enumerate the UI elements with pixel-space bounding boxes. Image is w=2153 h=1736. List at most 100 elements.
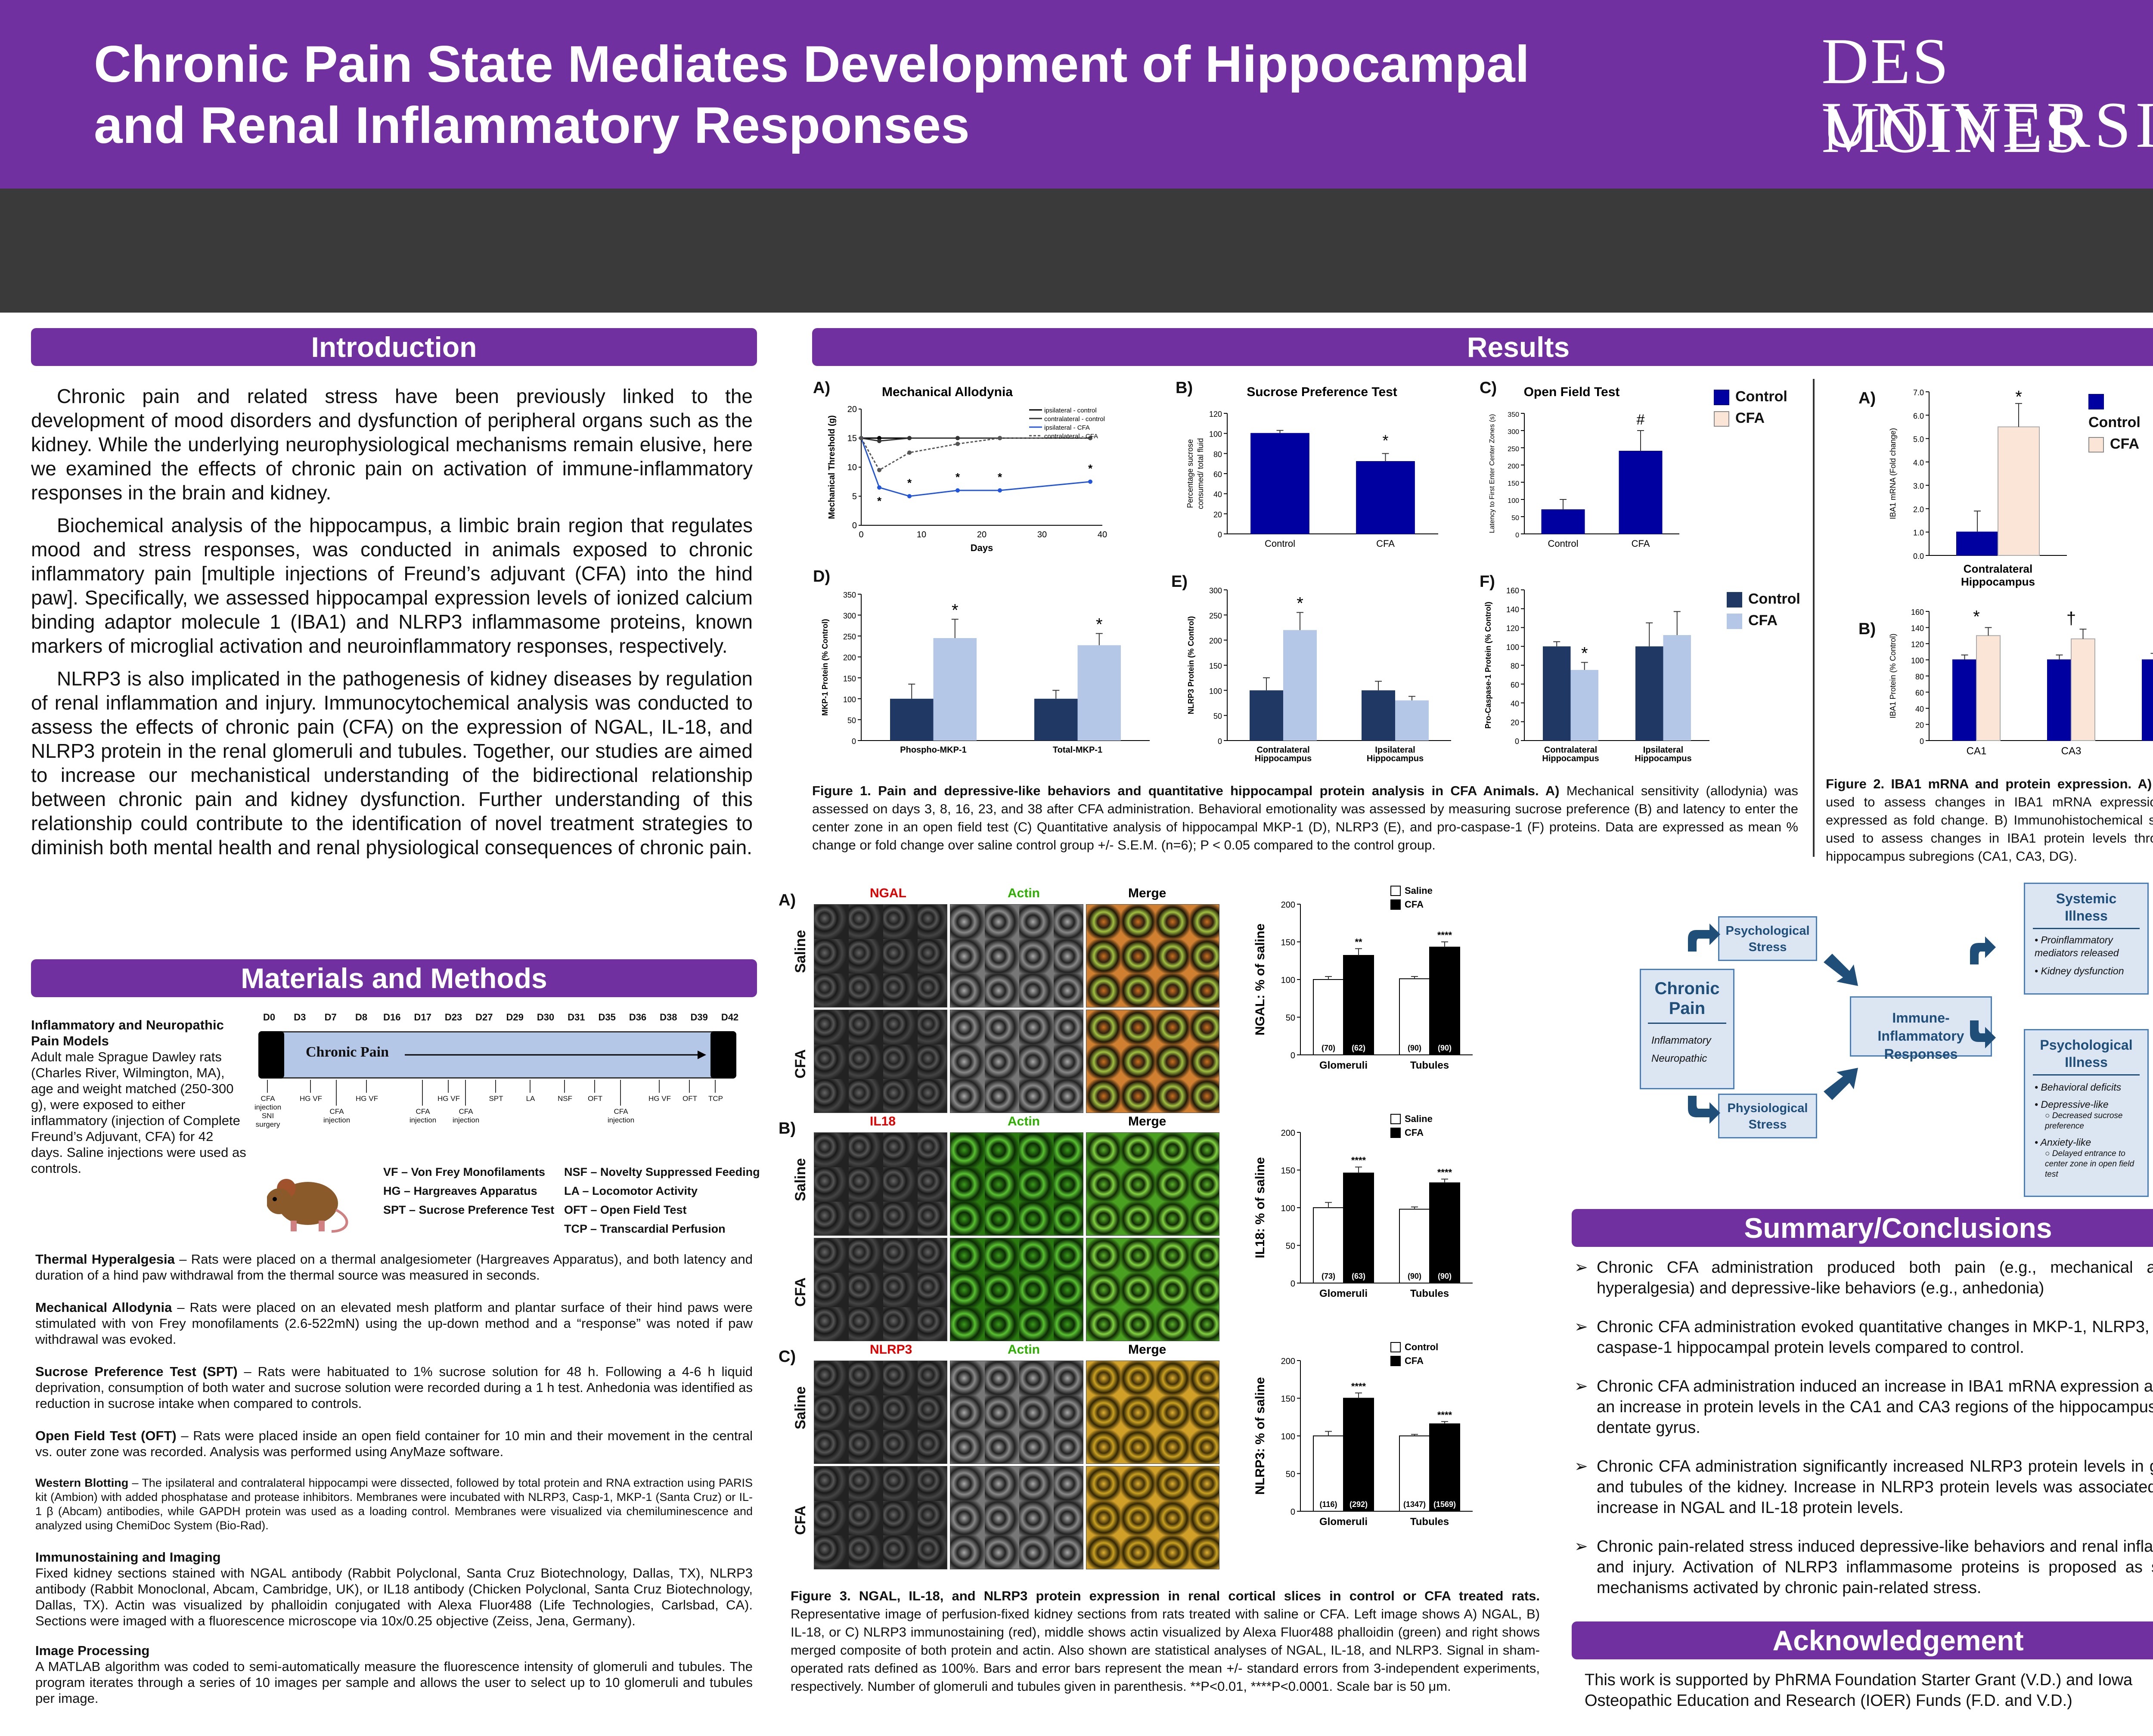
- significance-star: *: [1096, 615, 1103, 634]
- y-tick-label: 0: [1218, 530, 1222, 539]
- acknowledgement-text: This work is supported by PhRMA Foundati…: [1585, 1671, 2133, 1710]
- micrograph-image: [814, 1238, 947, 1341]
- timeline-day: D27: [475, 1012, 493, 1023]
- bar: [1543, 646, 1571, 741]
- y-tick-label: 100: [1209, 687, 1222, 695]
- y-tick-label: 2.0: [1913, 505, 1924, 514]
- y-tick-label: 250: [1209, 611, 1222, 620]
- systemic-item: • Proinflammatory mediators released: [2035, 934, 2119, 958]
- bar: [1343, 955, 1374, 1055]
- caption-bold: Figure 3. NGAL, IL-18, and NLRP3 protein…: [791, 1588, 1540, 1603]
- x-tick-label: 10: [917, 530, 926, 539]
- method-text: Fixed kidney sections stained with NGAL …: [35, 1566, 753, 1628]
- y-tick-label: 0: [1291, 1279, 1295, 1289]
- y-tick-label: 40: [1213, 490, 1222, 499]
- bar: [1034, 698, 1078, 741]
- timeline-tick: [267, 1080, 268, 1093]
- caption-text: Mechanical sensitivity (allodynia) was a…: [812, 783, 1798, 852]
- y-axis-label: MKP-1 Protein (% Control): [821, 619, 829, 716]
- y-tick-label: 50: [1286, 1470, 1295, 1479]
- timeline-day: D17: [414, 1012, 431, 1023]
- timeline-tick: [659, 1080, 660, 1093]
- bar: [1399, 978, 1430, 1055]
- timeline-day: D7: [324, 1012, 337, 1023]
- x-tick-label: Ipsilateral: [1643, 745, 1683, 755]
- pain-models: Inflammatory and Neuropathic Pain Models…: [31, 1017, 246, 1176]
- micrograph-image: [814, 1010, 947, 1113]
- bar: [1429, 946, 1460, 1055]
- micrograph-row-label: Saline: [792, 1386, 809, 1429]
- fig2-label-b: B): [1858, 620, 1876, 638]
- timeline-day: D35: [598, 1012, 616, 1023]
- introduction-text: Chronic pain and related stress have bee…: [31, 384, 753, 868]
- n-count-label: (90): [1408, 1272, 1421, 1280]
- timeline-day: D42: [721, 1012, 739, 1023]
- micrograph-image: [1086, 1132, 1219, 1236]
- y-axis-label: IBA1 mRNA (Fold change): [1889, 428, 1897, 519]
- x-tick-label: Hippocampus: [1542, 754, 1599, 763]
- fig1d-mkp1-chart: 0 50 100 150 200 250 300 350 MKP-1 Protein (% Co…: [821, 591, 1150, 755]
- data-point: [998, 436, 1002, 440]
- bar: [1250, 433, 1309, 534]
- n-count-label: (1569): [1433, 1500, 1456, 1509]
- conclusion-item: Chronic CFA administration evoked quanti…: [1574, 1317, 2153, 1358]
- micrograph-row-label: CFA: [792, 1506, 809, 1535]
- timeline-event: OFT: [683, 1094, 697, 1103]
- timeline-tick: [465, 1080, 466, 1106]
- phys-stress-box: Physiological Stress: [1718, 1094, 1817, 1138]
- legend-oft: OFT – Open Field Test: [564, 1203, 687, 1216]
- university-logo: DES MOINES UNIVERSITY: [1821, 27, 2153, 164]
- timeline-day: D36: [629, 1012, 647, 1023]
- y-tick-label: 10: [847, 463, 857, 472]
- immune-box: Immune-Inflammatory Responses: [1850, 996, 1992, 1062]
- n-count-label: (1347): [1403, 1500, 1426, 1509]
- timeline-event: HG VF: [437, 1094, 460, 1103]
- y-axis-label: NGAL: % of saline: [1253, 924, 1267, 1035]
- y-axis-label: Pro-Caspase-1 Protein (% Control): [1484, 601, 1492, 728]
- poster-title: Chronic Pain State Mediates Development …: [94, 34, 1773, 156]
- timeline-tick: [422, 1080, 423, 1106]
- fig1-label-c: C): [1480, 379, 1497, 397]
- intro-paragraph-2: Biochemical analysis of the hippocampus,…: [31, 514, 753, 657]
- method-text: – The ipsilateral and contralateral hipp…: [35, 1476, 753, 1532]
- x-tick-label: Phospho-MKP-1: [900, 745, 966, 755]
- bar: [1356, 461, 1415, 534]
- y-axis-label: Mechanical Threshold (g): [827, 415, 837, 519]
- conclusion-item: Chronic pain-related stress induced depr…: [1574, 1536, 2153, 1598]
- data-point: [877, 468, 881, 472]
- timeline-arrow: [405, 1051, 706, 1059]
- data-point: [859, 436, 863, 440]
- data-point: [907, 436, 912, 440]
- data-point: [877, 439, 881, 443]
- bar: [1395, 700, 1429, 741]
- bar: [2047, 659, 2072, 741]
- timeline-event: NSF: [558, 1094, 572, 1103]
- timeline-diagram: D0 D3 D7 D8 D16 D17 D23 D27 D29 D30 D31 D35 D36 D38 D3…: [254, 1012, 738, 1218]
- bar: [1635, 646, 1663, 741]
- significance-star: *: [952, 601, 959, 620]
- y-tick-label: 20: [1511, 718, 1519, 727]
- y-axis-label: Latency to First Enter Center Zones (s): [1489, 414, 1496, 533]
- diagram-arrows: [1688, 924, 1996, 1124]
- legend-item: Control: [1727, 588, 1800, 610]
- chronic-pain-title: Chronic Pain: [1648, 979, 1726, 1024]
- micrograph-image: [950, 1466, 1083, 1569]
- y-tick-label: 0: [852, 521, 857, 530]
- micrograph-column-label: IL18: [870, 1114, 896, 1128]
- fig1b-sucrose-chart: Sucrose Preference Test 0 20 40 60 80 100 120 Co…: [1186, 385, 1438, 549]
- figure2-caption: Figure 2. IBA1 mRNA and protein expressi…: [1826, 775, 2153, 865]
- fig1-label-a: A): [813, 379, 831, 397]
- timeline-event: CFA injection: [452, 1107, 480, 1124]
- y-tick-label: 0: [1515, 532, 1519, 539]
- timeline-end-cap: [710, 1031, 736, 1079]
- method-allodynia: Mechanical Allodynia – Rats were placed …: [35, 1299, 753, 1347]
- y-tick-label: 0: [1291, 1051, 1295, 1060]
- significance-star: *: [998, 471, 1002, 484]
- fig1f-procasp1-chart: 0 20 40 60 80 100 120 140 160 Pro-Caspase-1 Prote…: [1484, 586, 1709, 763]
- logo-line-1: DES MOINES: [1821, 25, 2083, 166]
- data-point: [956, 436, 960, 440]
- intro-paragraph-1: Chronic pain and related stress have bee…: [31, 385, 753, 504]
- micrograph-row-label: Saline: [792, 1158, 809, 1201]
- title-line-2: and Renal Inflammatory Responses: [94, 96, 970, 154]
- y-tick-label: 3.0: [1913, 482, 1924, 490]
